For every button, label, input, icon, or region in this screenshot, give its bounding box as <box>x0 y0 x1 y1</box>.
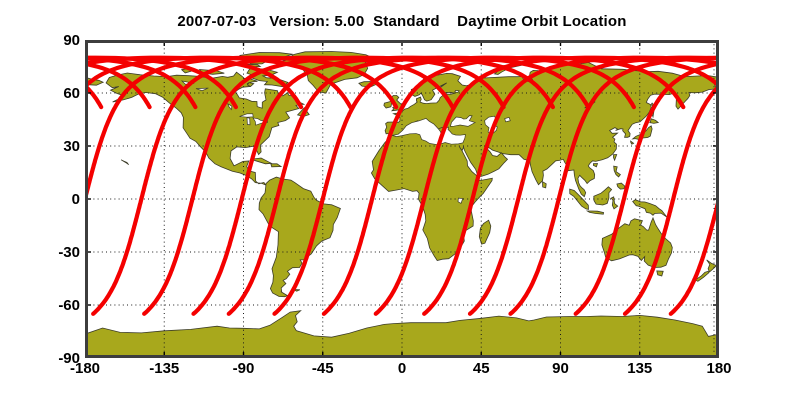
land-sumatra <box>569 188 589 210</box>
land-madagascar <box>478 219 492 245</box>
x-tick-label: 45 <box>472 360 490 377</box>
orbit-track <box>467 55 719 316</box>
land-mindanao <box>616 182 626 190</box>
land-kyushu <box>630 140 635 145</box>
land-sri_lanka <box>542 180 547 189</box>
water-great_slave_lake <box>195 87 209 92</box>
land-hokkaido <box>649 118 660 124</box>
water-lake_victoria <box>457 197 464 204</box>
orbit-track <box>668 190 719 316</box>
water-lake_superior <box>239 113 254 118</box>
land-afro_eurasia <box>370 61 719 261</box>
land-new_zealand_north <box>706 259 718 273</box>
y-tick-label: 0 <box>71 191 80 208</box>
land-hainan <box>593 163 599 168</box>
water-lake_winnipeg <box>227 102 233 111</box>
land-australia <box>601 216 673 268</box>
land-sulawesi <box>610 196 619 210</box>
x-tick-label: -45 <box>311 360 334 377</box>
land-new_guinea <box>632 199 668 218</box>
x-tick-label: 180 <box>706 360 732 377</box>
y-tick-label: 60 <box>63 85 80 102</box>
land-honshu <box>631 125 653 141</box>
land-southampton <box>246 82 255 87</box>
land-luzon <box>613 165 621 178</box>
water-lake_michigan <box>246 117 251 126</box>
water-black_sea <box>449 115 476 127</box>
y-tick-label: -90 <box>58 350 80 367</box>
water-lakes_huron_erie_ontario <box>252 117 269 126</box>
world-map-orbit-plot <box>85 40 719 358</box>
x-tick-label: 0 <box>397 360 407 377</box>
x-tick-label: -135 <box>149 360 180 377</box>
land-borneo <box>593 186 613 206</box>
plot-area <box>85 40 719 358</box>
orbit-track <box>622 83 719 316</box>
land-tasmania <box>656 270 664 277</box>
x-tick-label: -180 <box>69 360 101 377</box>
y-tick-label: 90 <box>63 32 80 49</box>
x-tick-label: -90 <box>232 360 255 377</box>
land-hispaniola <box>270 163 283 168</box>
orbit-track <box>85 55 353 110</box>
y-tick-label: -60 <box>58 297 80 314</box>
water-aral_sea <box>504 116 511 123</box>
land-hawaii <box>120 159 130 166</box>
orbit-track <box>573 61 719 316</box>
y-tick-label: 30 <box>63 138 80 155</box>
water-mediterranean <box>391 118 466 146</box>
orbit-track <box>508 55 719 316</box>
water-lake_ladoga <box>454 90 460 93</box>
land-java <box>585 210 605 215</box>
land-taiwan <box>613 154 618 162</box>
x-tick-label: 90 <box>552 360 569 377</box>
plot-title: 2007-07-03 Version: 5.00 Standard Daytim… <box>177 13 627 30</box>
land-new_zealand_south <box>694 270 710 282</box>
land-north_america <box>105 71 306 186</box>
y-tick-label: -30 <box>58 244 80 261</box>
x-tick-label: 135 <box>627 360 653 377</box>
plot-border <box>85 40 719 358</box>
